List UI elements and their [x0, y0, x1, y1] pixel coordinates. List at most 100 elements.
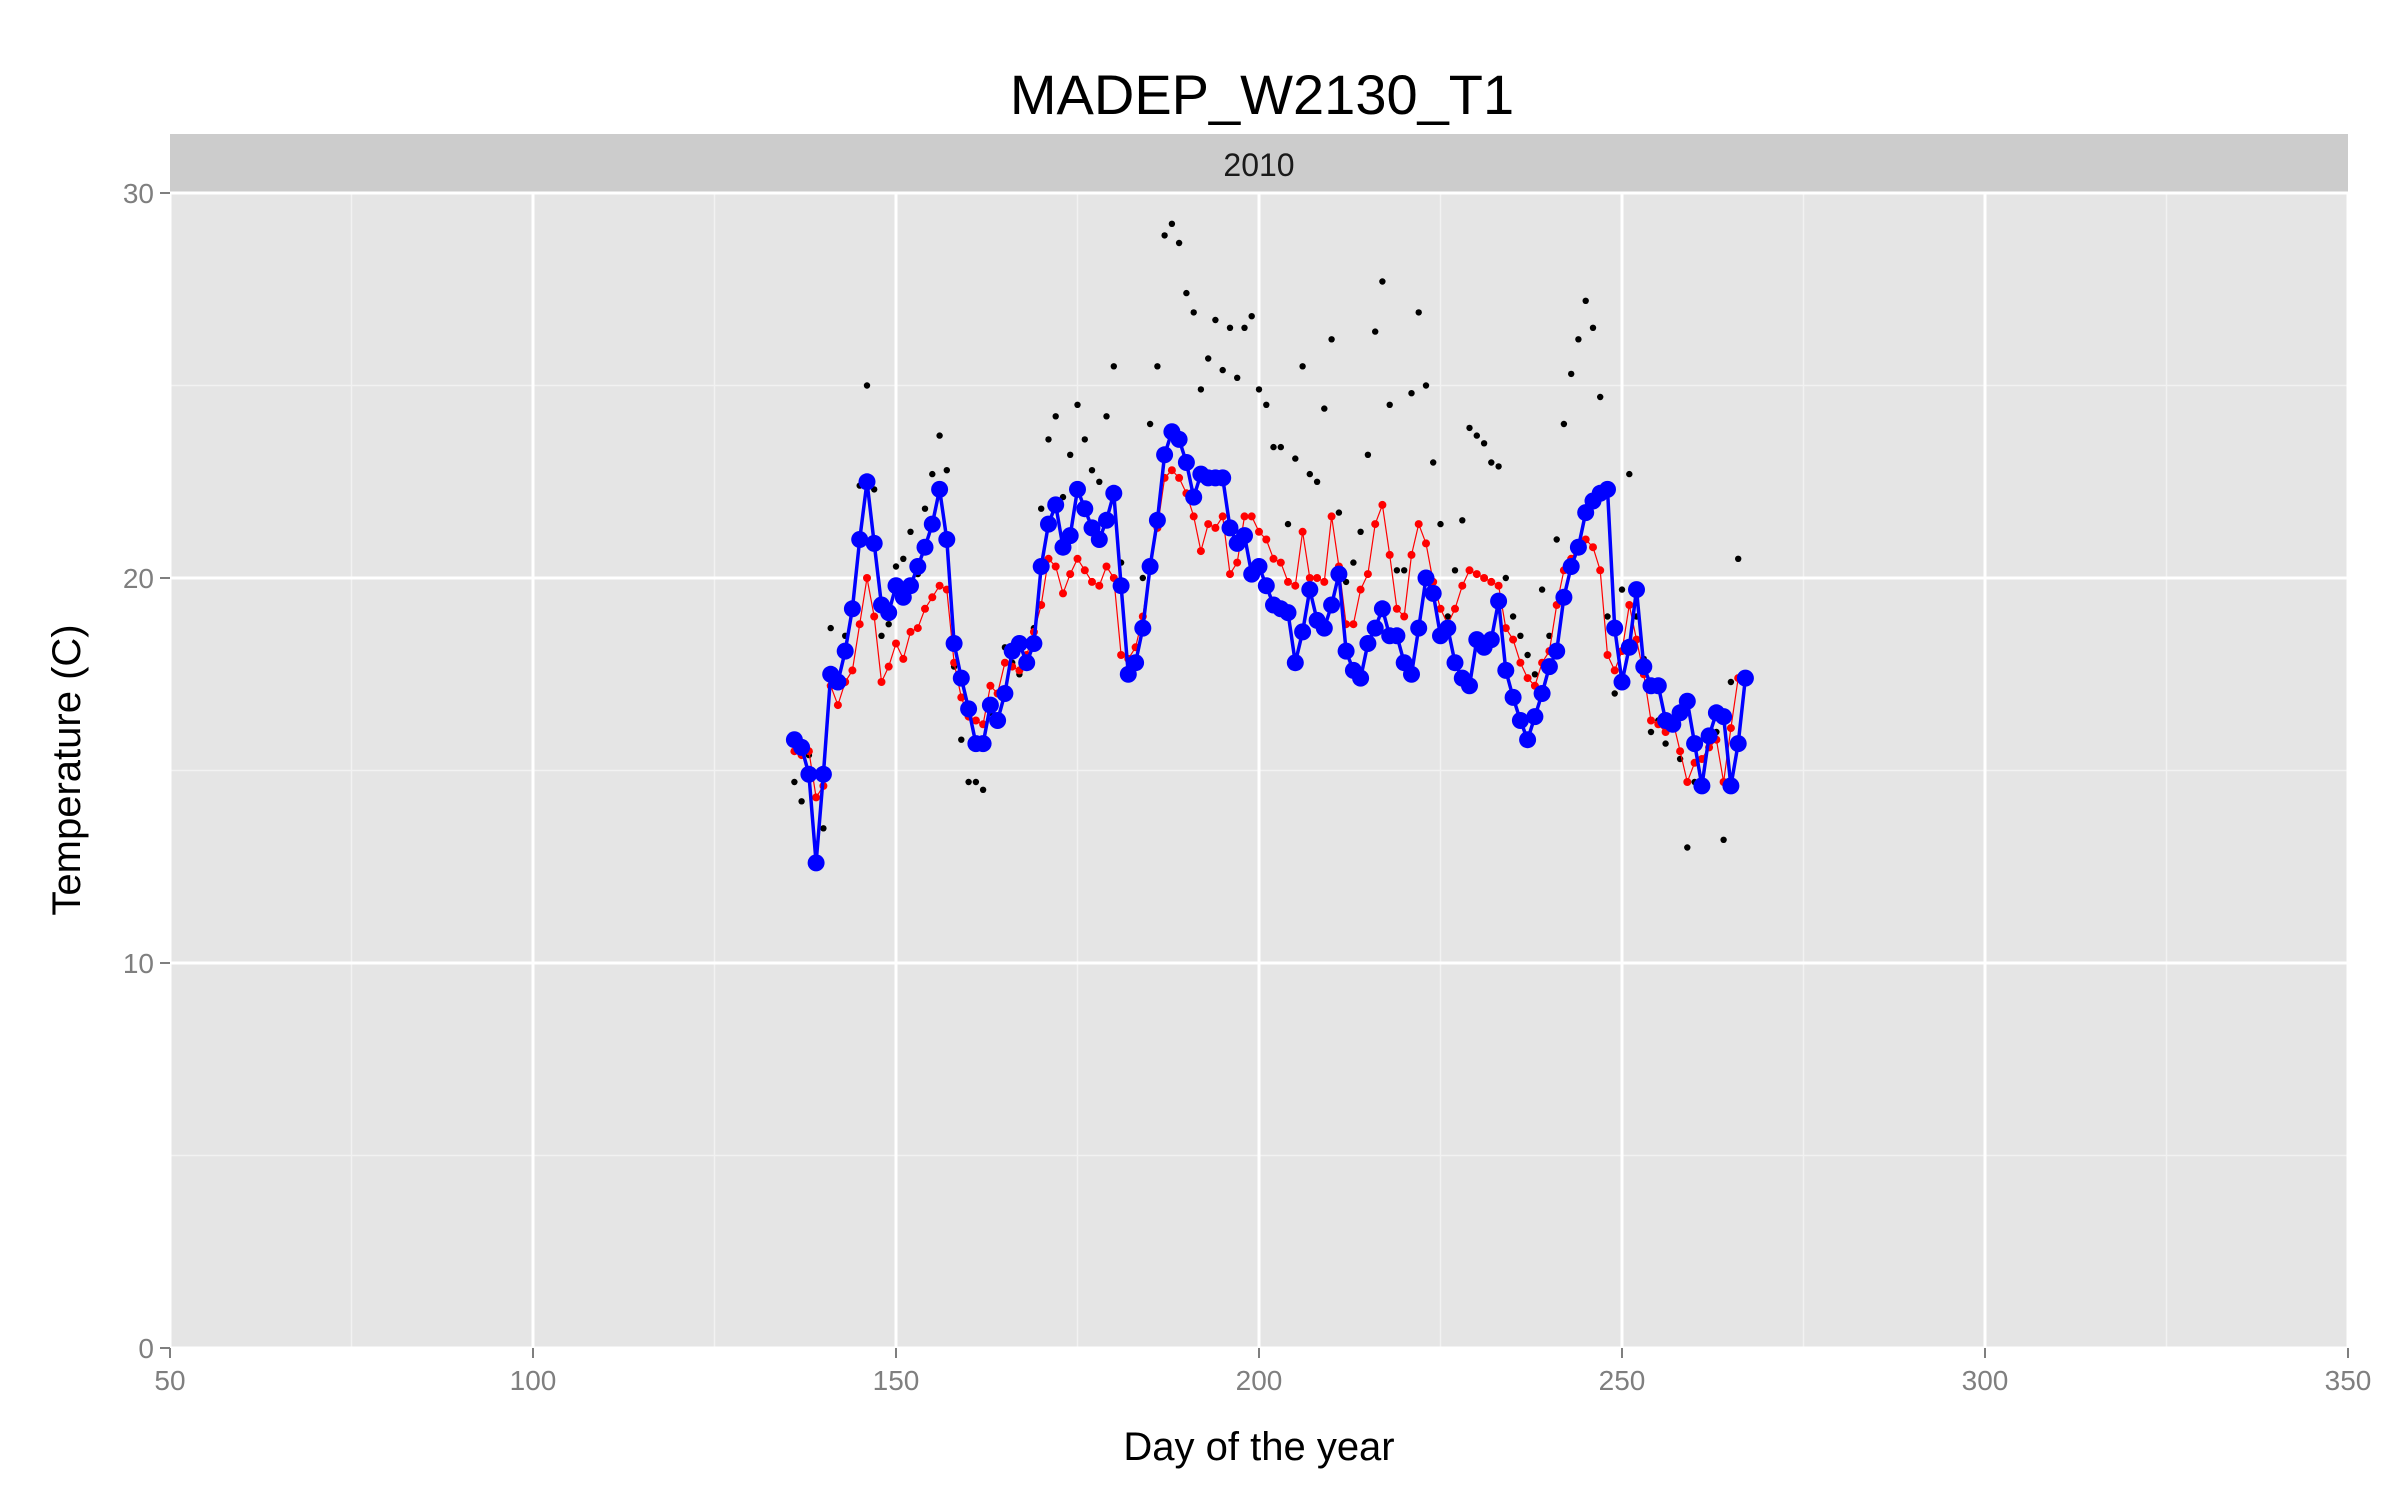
data-point [1214, 469, 1232, 487]
data-point [1061, 527, 1079, 545]
data-point [1117, 651, 1126, 659]
data-point [1553, 536, 1560, 543]
chart-title: MADEP_W2130_T1 [1010, 63, 1514, 126]
data-point [1356, 585, 1365, 594]
data-point [921, 505, 929, 512]
data-point [1051, 562, 1060, 571]
data-point [1415, 309, 1422, 316]
data-point [913, 624, 922, 633]
data-point [855, 620, 864, 629]
data-point [1301, 581, 1319, 599]
data-point [1647, 716, 1655, 725]
data-point [1524, 651, 1531, 659]
data-point [1045, 436, 1052, 443]
data-point [1148, 511, 1166, 529]
data-point [1177, 454, 1195, 471]
data-point [1373, 600, 1391, 618]
data-point [1727, 678, 1735, 686]
data-point [798, 798, 805, 805]
data-point [1197, 386, 1205, 393]
data-point [1284, 577, 1292, 586]
data-point [1430, 459, 1437, 466]
data-point [1722, 777, 1740, 795]
data-point [1134, 619, 1152, 637]
data-point [1196, 547, 1205, 556]
data-point [1098, 511, 1115, 529]
data-point [952, 669, 970, 687]
data-point [1569, 538, 1587, 556]
data-point [1403, 665, 1420, 683]
data-point [1628, 581, 1645, 599]
data-point [1488, 459, 1495, 466]
data-point [1568, 370, 1575, 378]
x-tick-label: 150 [873, 1365, 920, 1396]
data-point [1102, 562, 1111, 571]
data-point [1090, 531, 1108, 548]
data-point [1286, 654, 1304, 672]
data-point [1501, 624, 1510, 633]
data-point [1700, 727, 1718, 745]
data-point [1509, 613, 1517, 620]
data-point [1255, 527, 1263, 536]
data-point [1662, 740, 1669, 747]
data-point [1010, 635, 1028, 652]
data-point [1458, 581, 1467, 590]
data-point [1517, 632, 1524, 639]
data-point [1315, 619, 1333, 637]
data-point [1502, 574, 1510, 582]
data-point [1480, 440, 1488, 447]
data-point [1385, 550, 1394, 559]
data-point [1306, 470, 1314, 478]
data-point [1190, 309, 1197, 316]
data-point [1284, 520, 1292, 528]
data-point [1040, 515, 1057, 533]
data-point [902, 577, 919, 595]
data-point [1240, 512, 1249, 521]
x-tick-label: 100 [510, 1365, 557, 1396]
data-point [1516, 658, 1525, 667]
data-point [1357, 528, 1364, 535]
data-point [885, 621, 892, 628]
data-point [1052, 413, 1059, 420]
data-point [836, 642, 854, 660]
data-point [1392, 604, 1401, 613]
data-point [1067, 451, 1074, 458]
data-point [1328, 336, 1335, 343]
data-point [1248, 313, 1255, 320]
data-point [1219, 366, 1226, 374]
data-point [921, 604, 929, 613]
data-point [1386, 401, 1393, 408]
data-point [943, 467, 950, 474]
data-point [989, 712, 1007, 729]
data-point [1461, 677, 1478, 695]
data-point [1066, 570, 1075, 579]
data-point [892, 563, 900, 570]
data-point [1292, 455, 1299, 462]
data-point [1560, 420, 1568, 428]
data-point [1610, 666, 1619, 675]
data-point [1327, 512, 1336, 521]
data-point [1422, 382, 1430, 389]
data-point [1597, 393, 1604, 401]
data-point [1422, 539, 1430, 548]
x-axis-title: Day of the year [1123, 1425, 1394, 1469]
data-point [996, 685, 1014, 702]
data-point [1683, 778, 1692, 786]
x-axis: 50 100 150 200 250 300 350 [154, 1348, 2371, 1396]
data-point [1352, 669, 1370, 687]
data-point [986, 681, 995, 690]
data-point [1257, 577, 1275, 595]
data-point [1693, 777, 1711, 795]
data-point [1626, 470, 1633, 478]
data-point [1146, 420, 1154, 428]
data-point [1372, 328, 1379, 335]
data-point [793, 738, 811, 756]
data-point [1401, 567, 1408, 574]
data-point [1482, 631, 1500, 649]
data-point [1589, 324, 1597, 331]
data-point [909, 558, 927, 575]
data-point [870, 612, 879, 621]
data-point [1649, 677, 1667, 695]
data-point [1487, 577, 1496, 586]
data-point [1330, 565, 1348, 583]
